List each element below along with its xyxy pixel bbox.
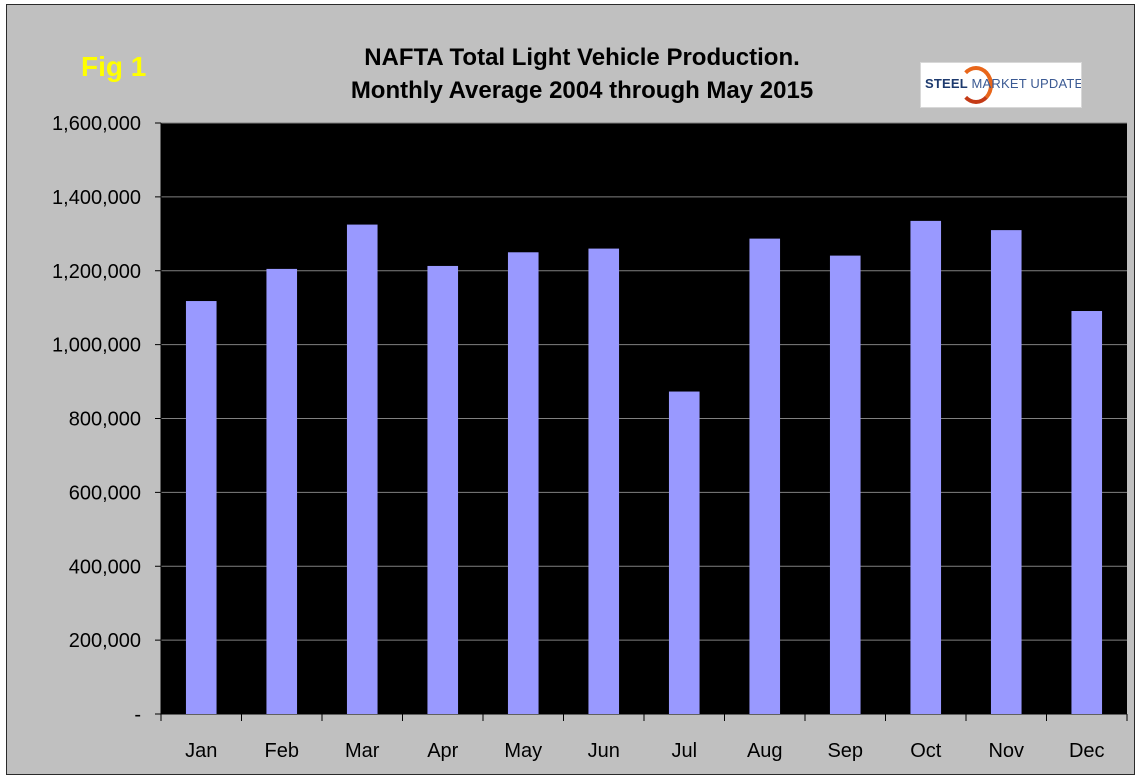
y-tick-label: 200,000 [69,630,141,652]
bar-feb [266,268,298,714]
bar-chart: - 200,000 400,000 600,000 800,000 1,000,000 1,… [52,113,1128,762]
logo-swoosh-icon [959,66,993,104]
bar-nov [990,230,1022,714]
y-tick-label: 1,000,000 [52,335,141,357]
x-tick-label: May [504,740,542,762]
bar-dec [1071,311,1103,714]
y-tick-label: 1,200,000 [52,261,141,283]
x-tick-label: Oct [910,740,942,762]
x-tick-label: Nov [988,740,1024,762]
bar-mar [346,224,378,714]
figure-label: Fig 1 [81,51,147,82]
x-tick-label: Jan [185,740,217,762]
y-tick-label: 1,400,000 [52,187,141,209]
logo-text-strong: STEEL [925,76,968,91]
chart-subtitle: Monthly Average 2004 through May 2015 [350,77,814,104]
bar-oct [910,220,942,714]
x-tick-label: Jun [588,740,620,762]
x-tick-label: Jul [671,740,697,762]
bar-aug [749,238,781,714]
chart-frame: Fig 1 NAFTA Total Light Vehicle Producti… [6,4,1135,775]
chart-title-block: NAFTA Total Light Vehicle Production. Mo… [267,41,897,107]
bar-apr [427,265,459,714]
x-tick-label: Mar [345,740,380,762]
x-tick-label: Sep [827,740,863,762]
x-tick-label: Aug [747,740,783,762]
x-tick-label: Apr [427,740,458,762]
steel-market-update-logo: STEEL MARKET UPDATE [920,62,1082,108]
logo-text: STEEL MARKET UPDATE [925,76,1082,91]
x-tick-label: Feb [265,740,299,762]
bar-jun [588,248,620,714]
chart-title: NAFTA Total Light Vehicle Production. [364,44,800,71]
y-tick-label: 400,000 [69,556,141,578]
y-tick-label: 800,000 [69,409,141,431]
bar-jan [185,301,217,714]
y-tick-label: 1,600,000 [52,113,141,135]
bar-sep [829,255,861,714]
y-tick-label: - [134,704,141,726]
x-tick-label: Dec [1069,740,1105,762]
y-tick-label: 600,000 [69,482,141,504]
bar-jul [668,391,700,714]
bar-may [507,252,539,714]
logo-text-light: MARKET UPDATE [971,76,1082,91]
